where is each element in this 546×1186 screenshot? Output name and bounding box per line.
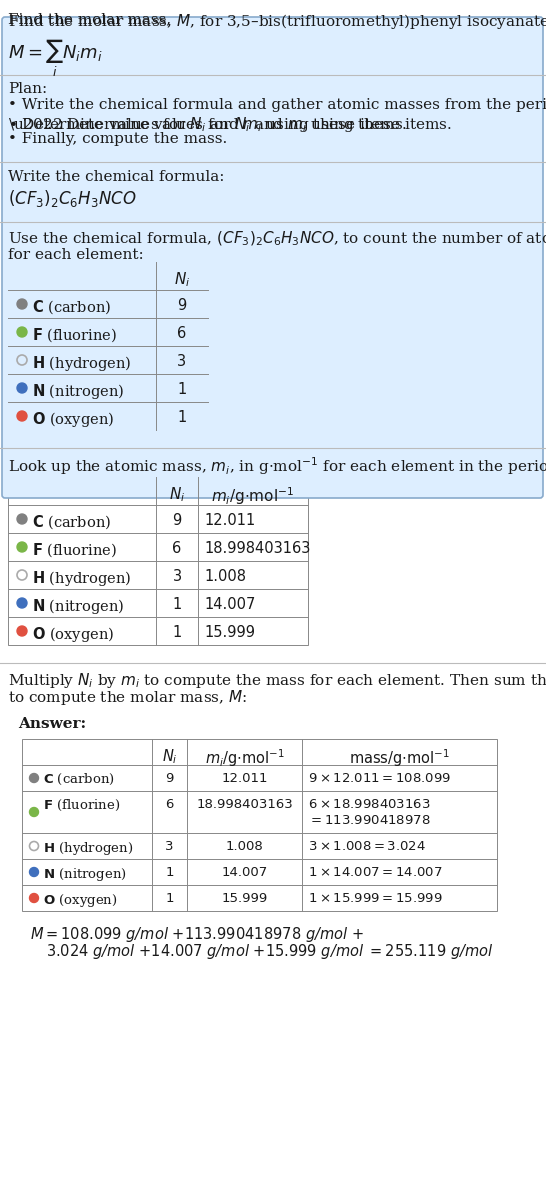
Text: $N_i$: $N_i$: [174, 270, 190, 288]
Text: 1.008: 1.008: [225, 840, 263, 853]
Text: 15.999: 15.999: [221, 892, 268, 905]
Text: Multiply $N_i$ by $m_i$ to compute the mass for each element. Then sum those val: Multiply $N_i$ by $m_i$ to compute the m…: [8, 671, 546, 690]
Circle shape: [17, 598, 27, 608]
Text: Answer:: Answer:: [18, 718, 86, 731]
Circle shape: [29, 808, 39, 816]
Bar: [8, 477, 308, 645]
Text: $m_i$/g$\cdot$mol$^{-1}$: $m_i$/g$\cdot$mol$^{-1}$: [205, 747, 284, 769]
Text: 9: 9: [165, 772, 174, 785]
Circle shape: [29, 893, 39, 903]
Text: \u2022 Determine values for $N_i$ and $m_i$ using these items.: \u2022 Determine values for $N_i$ and $m…: [8, 115, 452, 134]
Text: $6 \times 18.998403163$: $6 \times 18.998403163$: [308, 798, 431, 811]
Text: Find the molar mass,: Find the molar mass,: [8, 12, 176, 26]
Text: 12.011: 12.011: [204, 514, 255, 528]
Text: $\mathbf{O}$ (oxygen): $\mathbf{O}$ (oxygen): [32, 410, 114, 429]
Text: $\mathbf{N}$ (nitrogen): $\mathbf{N}$ (nitrogen): [32, 597, 124, 616]
Text: $N_i$: $N_i$: [162, 747, 177, 766]
Text: $= 113.990418978$: $= 113.990418978$: [308, 814, 431, 827]
Text: $3 \times 1.008 = 3.024$: $3 \times 1.008 = 3.024$: [308, 840, 426, 853]
Text: Plan:: Plan:: [8, 82, 48, 96]
Text: 3: 3: [173, 569, 182, 584]
Text: $\mathbf{F}$ (fluorine): $\mathbf{F}$ (fluorine): [32, 541, 117, 559]
Circle shape: [29, 867, 39, 876]
Text: 1: 1: [177, 410, 187, 425]
Text: $\mathbf{N}$ (nitrogen): $\mathbf{N}$ (nitrogen): [32, 382, 124, 401]
Text: $\mathbf{O}$ (oxygen): $\mathbf{O}$ (oxygen): [43, 892, 117, 908]
Text: $\mathbf{F}$ (fluorine): $\mathbf{F}$ (fluorine): [43, 798, 120, 814]
Text: 1: 1: [173, 625, 182, 640]
Text: to compute the molar mass, $M$:: to compute the molar mass, $M$:: [8, 688, 247, 707]
Text: 6: 6: [177, 326, 187, 342]
Text: 1: 1: [165, 866, 174, 879]
Text: Use the chemical formula, $(CF_3)_2C_6H_3NCO$, to count the number of atoms, $N_: Use the chemical formula, $(CF_3)_2C_6H_…: [8, 230, 546, 248]
Circle shape: [17, 626, 27, 636]
Text: $m_i$/g$\cdot$mol$^{-1}$: $m_i$/g$\cdot$mol$^{-1}$: [211, 485, 295, 506]
Text: 14.007: 14.007: [204, 597, 256, 612]
Text: 3: 3: [177, 353, 187, 369]
Text: $\mathbf{H}$ (hydrogen): $\mathbf{H}$ (hydrogen): [32, 353, 132, 374]
Text: $\mathbf{C}$ (carbon): $\mathbf{C}$ (carbon): [32, 514, 111, 530]
Text: $3.024$ g/mol $+ 14.007$ g/mol $+ 15.999$ g/mol $= 255.119$ g/mol: $3.024$ g/mol $+ 14.007$ g/mol $+ 15.999…: [46, 942, 494, 961]
Text: $\mathbf{C}$ (carbon): $\mathbf{C}$ (carbon): [32, 298, 111, 315]
Text: 15.999: 15.999: [204, 625, 255, 640]
Text: 1: 1: [165, 892, 174, 905]
Text: $M = 108.099$ g/mol $+ 113.990418978$ g/mol $+$: $M = 108.099$ g/mol $+ 113.990418978$ g/…: [30, 925, 364, 944]
Text: 1.008: 1.008: [204, 569, 246, 584]
Circle shape: [17, 412, 27, 421]
Text: 9: 9: [173, 514, 182, 528]
Text: Write the chemical formula:: Write the chemical formula:: [8, 170, 224, 184]
Text: 6: 6: [173, 541, 182, 556]
Text: $\mathbf{O}$ (oxygen): $\mathbf{O}$ (oxygen): [32, 625, 114, 644]
Text: $9 \times 12.011 = 108.099$: $9 \times 12.011 = 108.099$: [308, 772, 451, 785]
Text: for each element:: for each element:: [8, 248, 144, 262]
Text: $\mathbf{F}$ (fluorine): $\mathbf{F}$ (fluorine): [32, 326, 117, 344]
Circle shape: [17, 327, 27, 337]
Text: 18.998403163: 18.998403163: [204, 541, 310, 556]
Circle shape: [17, 299, 27, 310]
Text: 1: 1: [173, 597, 182, 612]
Text: $N_i$: $N_i$: [169, 485, 185, 504]
Text: 18.998403163: 18.998403163: [196, 798, 293, 811]
Text: • Write the chemical formula and gather atomic masses from the periodic table.: • Write the chemical formula and gather …: [8, 98, 546, 111]
Text: $\mathbf{H}$ (hydrogen): $\mathbf{H}$ (hydrogen): [43, 840, 133, 857]
Circle shape: [17, 514, 27, 524]
Text: • Determine values for $N_i$ and $m_i$ using these items.: • Determine values for $N_i$ and $m_i$ u…: [8, 115, 407, 134]
Text: Find the molar mass, $M$, for 3,5–bis(trifluoromethyl)phenyl isocyanate:: Find the molar mass, $M$, for 3,5–bis(tr…: [8, 12, 546, 31]
Circle shape: [29, 773, 39, 783]
Text: Look up the atomic mass, $m_i$, in g$\cdot$mol$^{-1}$ for each element in the pe: Look up the atomic mass, $m_i$, in g$\cd…: [8, 455, 546, 477]
Text: mass/g$\cdot$mol$^{-1}$: mass/g$\cdot$mol$^{-1}$: [349, 747, 450, 769]
Text: $1 \times 15.999 = 15.999$: $1 \times 15.999 = 15.999$: [308, 892, 443, 905]
Text: 14.007: 14.007: [221, 866, 268, 879]
Text: $\mathbf{C}$ (carbon): $\mathbf{C}$ (carbon): [43, 772, 115, 788]
Circle shape: [17, 383, 27, 393]
FancyBboxPatch shape: [2, 17, 543, 498]
Text: • Finally, compute the mass.: • Finally, compute the mass.: [8, 132, 227, 146]
Text: $M = \sum_i N_i m_i$: $M = \sum_i N_i m_i$: [8, 38, 103, 79]
Bar: [22, 739, 497, 911]
Text: $(CF_3)_2C_6H_3NCO$: $(CF_3)_2C_6H_3NCO$: [8, 189, 136, 209]
Text: 3: 3: [165, 840, 174, 853]
Text: $1 \times 14.007 = 14.007$: $1 \times 14.007 = 14.007$: [308, 866, 443, 879]
Circle shape: [17, 542, 27, 551]
Text: 12.011: 12.011: [221, 772, 268, 785]
Text: $\mathbf{N}$ (nitrogen): $\mathbf{N}$ (nitrogen): [43, 866, 127, 884]
Text: 1: 1: [177, 382, 187, 397]
Bar: [8, 262, 208, 431]
Text: 9: 9: [177, 298, 187, 313]
Text: 6: 6: [165, 798, 174, 811]
Text: $\mathbf{H}$ (hydrogen): $\mathbf{H}$ (hydrogen): [32, 569, 132, 588]
